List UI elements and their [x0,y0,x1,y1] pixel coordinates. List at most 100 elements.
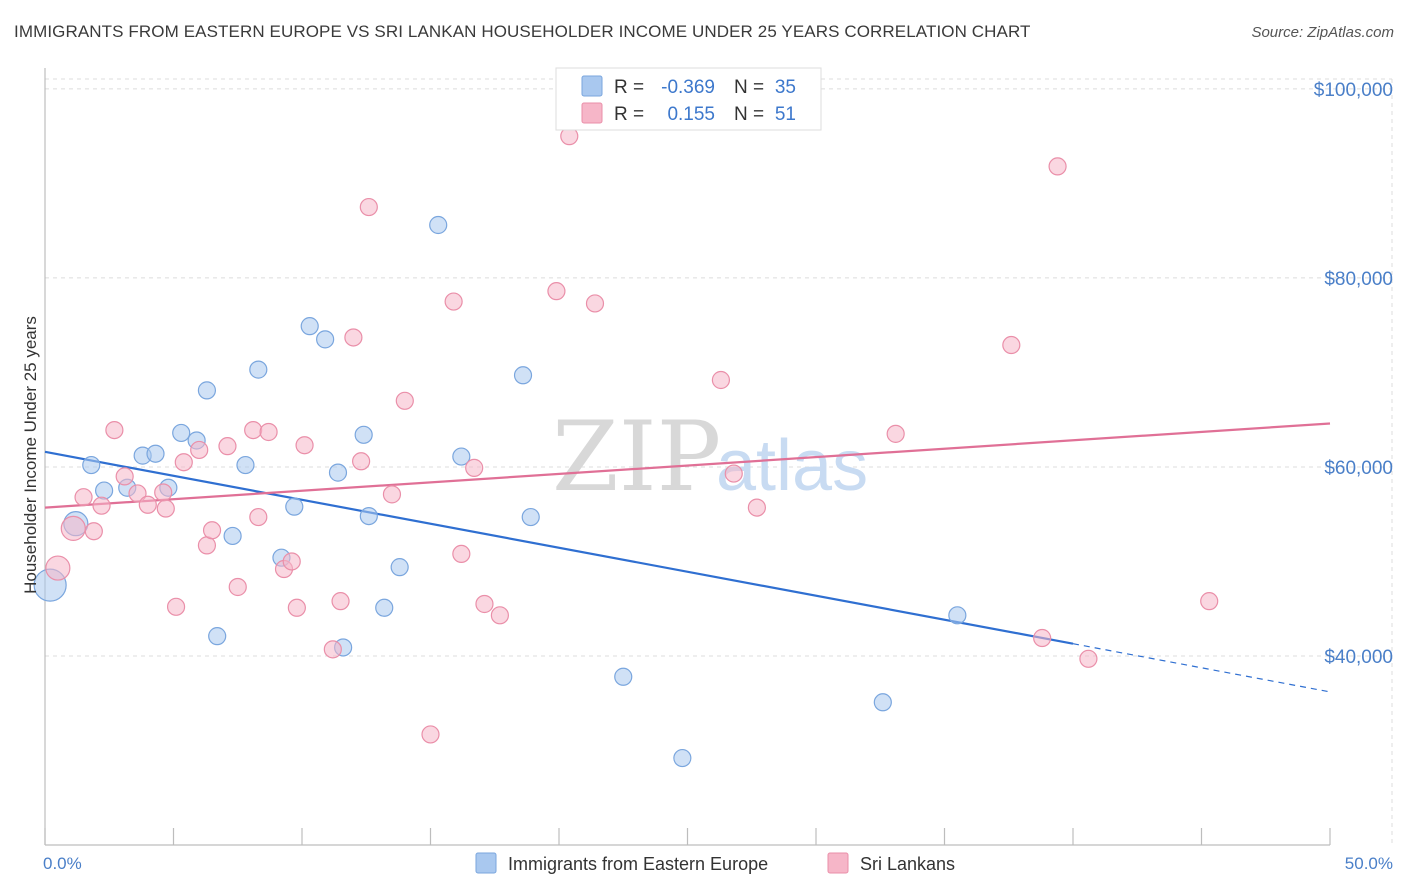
data-point-sri-lankans [228,577,247,597]
data-point-sri-lankans [323,640,342,659]
data-point-eastern-europe [390,558,409,577]
y-tick-label: $40,000 [1324,647,1393,668]
correlation-legend: R = -0.369 N = 35 R = 0.155 N = 51 [555,67,822,131]
data-point-sri-lankans [490,606,509,625]
data-point-sri-lankans [249,507,268,527]
data-point-eastern-europe [452,447,471,466]
y-tick-label: $100,000 [1314,80,1393,101]
legend-swatch-eastern-europe [581,75,603,97]
data-point-sri-lankans [421,725,440,744]
data-point-eastern-europe [236,455,255,475]
data-point-eastern-europe [673,748,692,768]
data-point-eastern-europe [375,598,394,617]
data-point-sri-lankans [1002,335,1021,355]
data-point-sri-lankans [138,495,157,514]
legend-n-label: N = [734,77,764,98]
chart-title: IMMIGRANTS FROM EASTERN EUROPE VS SRI LA… [14,22,1031,41]
trend-lines [44,422,1331,693]
data-point-eastern-europe [285,497,304,516]
data-points [33,127,1219,768]
legend-r-value: -0.369 [661,77,715,98]
data-point-sri-lankans [1200,592,1219,611]
data-point-eastern-europe [95,481,114,500]
data-point-sri-lankans [115,467,134,486]
data-point-sri-lankans [190,440,209,460]
data-point-sri-lankans [452,544,471,564]
data-point-sri-lankans [1048,157,1067,176]
x-tick-label-max: 50.0% [1345,854,1393,873]
data-point-sri-lankans [1079,649,1098,668]
data-point-sri-lankans [60,515,86,541]
data-point-sri-lankans [444,292,463,311]
legend-swatch-sri-lankans [581,102,603,124]
legend-r-value: 0.155 [667,104,715,125]
data-point-sri-lankans [105,420,124,440]
data-point-sri-lankans [331,592,350,611]
data-point-sri-lankans [259,422,278,442]
y-axis-label: Householder Income Under 25 years [21,316,40,594]
data-point-eastern-europe [249,360,268,379]
data-point-eastern-europe [359,506,378,526]
legend-label-sri-lankans: Sri Lankans [860,854,955,874]
trend-line-extension [1072,643,1331,693]
legend-n-label: N = [734,104,764,125]
data-point-eastern-europe [614,667,633,686]
watermark-atlas: atlas [716,426,868,506]
data-point-eastern-europe [300,317,319,336]
y-tick-label: $60,000 [1324,458,1393,479]
data-point-eastern-europe [354,425,373,444]
y-tick-labels: $40,000 $60,000 $80,000 $100,000 [1314,80,1393,668]
data-point-sri-lankans [218,437,237,456]
data-point-sri-lankans [84,522,103,541]
data-point-sri-lankans [585,294,605,313]
legend-swatch-sri-lankans [827,852,849,874]
data-point-eastern-europe [521,507,540,527]
series-legend: Immigrants from Eastern Europe Sri Lanka… [475,852,955,874]
source-credit: Source: ZipAtlas.com [1251,24,1394,41]
data-point-eastern-europe [316,330,335,349]
data-point-sri-lankans [197,536,217,555]
data-point-sri-lankans [45,555,71,581]
data-point-sri-lankans [295,436,314,455]
data-point-eastern-europe [223,526,242,546]
data-point-sri-lankans [886,424,905,443]
data-point-sri-lankans [156,499,175,518]
y-tick-label: $80,000 [1324,269,1393,290]
data-point-sri-lankans [395,391,414,410]
data-point-eastern-europe [328,463,348,482]
legend-r-label: R = [614,77,644,98]
data-point-sri-lankans [747,498,766,517]
watermark-zip: ZIP [552,401,721,513]
x-tick-label-min: 0.0% [43,854,82,873]
data-point-eastern-europe [82,455,101,475]
data-point-sri-lankans [465,458,484,477]
axes [44,68,1331,846]
data-point-sri-lankans [352,452,371,471]
data-point-eastern-europe [146,444,165,463]
data-point-sri-lankans [724,464,743,483]
trend-line-eastern-europe [44,450,1074,645]
data-point-sri-lankans [344,328,363,347]
data-point-sri-lankans [475,594,494,614]
data-point-eastern-europe [208,627,227,646]
legend-n-value: 35 [775,77,796,98]
data-point-sri-lankans [287,598,306,617]
data-point-sri-lankans [244,420,263,440]
data-point-eastern-europe [513,366,533,385]
data-point-sri-lankans [359,197,378,217]
data-point-sri-lankans [382,485,402,504]
data-point-sri-lankans [74,488,93,507]
legend-swatch-eastern-europe [475,852,497,874]
legend-label-eastern-europe: Immigrants from Eastern Europe [508,854,768,874]
data-point-eastern-europe [873,693,892,712]
data-point-eastern-europe [172,423,191,443]
data-point-eastern-europe [429,215,448,235]
data-point-eastern-europe [948,606,967,625]
data-point-sri-lankans [128,484,147,503]
data-point-sri-lankans [92,496,111,515]
data-point-eastern-europe [197,381,217,400]
data-point-sri-lankans [547,282,566,301]
data-point-sri-lankans [711,370,731,390]
data-point-sri-lankans [282,552,301,571]
